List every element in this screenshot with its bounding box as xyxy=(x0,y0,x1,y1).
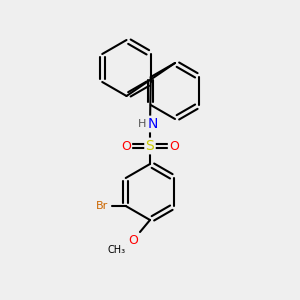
Text: N: N xyxy=(148,117,158,131)
Text: O: O xyxy=(169,140,179,152)
Text: S: S xyxy=(146,139,154,153)
Text: Br: Br xyxy=(96,201,108,211)
Text: O: O xyxy=(128,233,138,247)
Text: CH₃: CH₃ xyxy=(108,245,126,255)
Text: H: H xyxy=(138,119,146,129)
Text: O: O xyxy=(121,140,131,152)
